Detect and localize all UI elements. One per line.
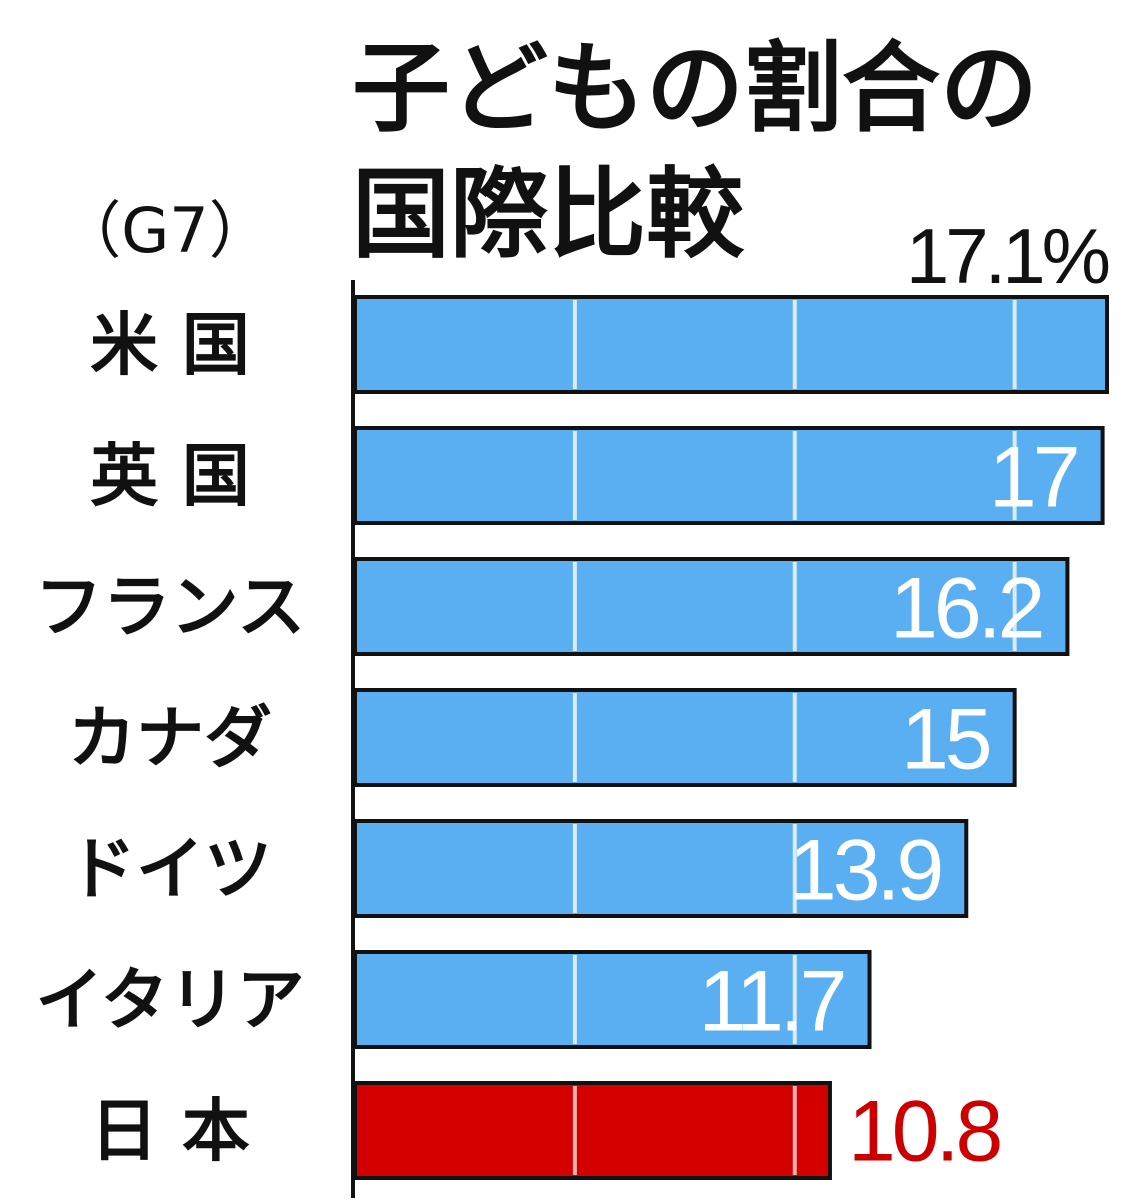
value-label-4: 13.9 <box>789 823 941 919</box>
category-label-6: 日 本 <box>90 1093 250 1172</box>
category-label-5: イタリア <box>35 962 304 1041</box>
bars-group <box>353 295 1109 1180</box>
bar-1 <box>353 426 1105 525</box>
value-label-5: 11.7 <box>699 954 844 1050</box>
bar-2 <box>353 557 1070 656</box>
chart-subtitle: （G7） <box>59 194 271 267</box>
category-label-1: 英 国 <box>90 438 250 517</box>
value-label-6: 10.8 <box>848 1084 1001 1180</box>
bar-6 <box>353 1081 832 1180</box>
bar-4 <box>353 819 969 918</box>
value-label-2: 16.2 <box>890 561 1042 657</box>
value-labels: 17.1% 17 16.2 15 13.9 11.710.8 <box>699 212 1113 1180</box>
value-label-1: 17 <box>989 430 1077 526</box>
chart-title-line-2: 国際比較 <box>352 158 745 272</box>
value-label-0: 17.1% <box>906 212 1109 300</box>
category-label-0: 米 国 <box>90 307 250 386</box>
category-label-4: ドイツ <box>68 831 272 910</box>
bar-3 <box>353 688 1017 787</box>
chart-title-line-1: 子どもの割合の <box>352 32 1038 146</box>
category-label-3: カナダ <box>68 700 272 779</box>
category-label-2: フランス <box>35 569 306 648</box>
bar-0 <box>353 295 1109 394</box>
value-label-3: 15 <box>901 692 990 788</box>
